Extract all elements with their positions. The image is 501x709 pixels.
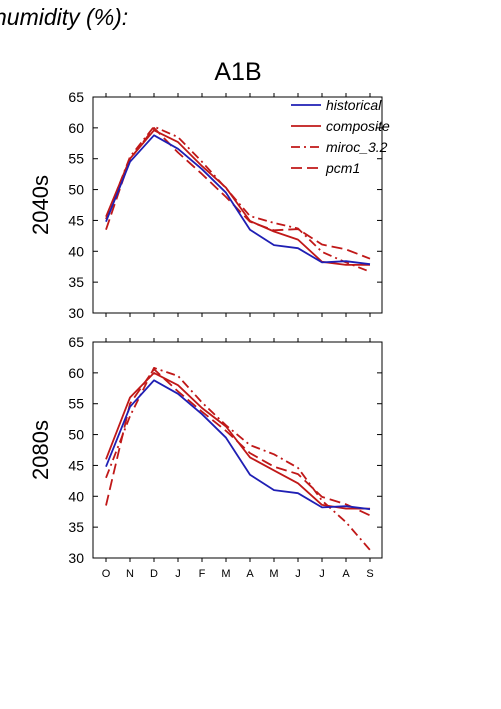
x-tick-label: A	[246, 568, 254, 580]
series-line-pcm1	[105, 368, 371, 517]
header-text: humidity (%):	[0, 4, 129, 30]
x-tick-label: F	[199, 568, 206, 580]
x-tick-label: J	[319, 568, 325, 580]
y-tick-label: 40	[68, 488, 84, 504]
y-tick-label: 30	[68, 550, 84, 566]
x-tick-label: J	[175, 568, 181, 580]
series-line-miroc-3-2	[105, 366, 371, 551]
y-tick-label: 45	[68, 457, 84, 473]
y-tick-label: 55	[68, 396, 84, 412]
panel-label: 2080s	[28, 420, 53, 480]
x-tick-label: N	[126, 568, 134, 580]
y-tick-label: 50	[68, 182, 84, 198]
panel-label: 2040s	[28, 175, 53, 235]
panel-frame	[92, 96, 383, 314]
series-line-miroc-3-2	[105, 125, 371, 273]
legend-label: miroc_3.2	[326, 139, 388, 155]
y-tick-label: 30	[68, 305, 84, 321]
legend-label: historical	[326, 97, 382, 113]
y-tick-label: 65	[68, 89, 84, 105]
y-tick-label: 45	[68, 212, 84, 228]
y-tick-label: 65	[68, 334, 84, 350]
legend-label: pcm1	[325, 160, 360, 176]
y-tick-label: 60	[68, 365, 84, 381]
x-tick-label: J	[295, 568, 301, 580]
chart-title: A1B	[214, 58, 261, 86]
y-tick-label: 35	[68, 519, 84, 535]
series-line-historical	[105, 134, 371, 266]
x-tick-label: M	[269, 568, 278, 580]
series-line-pcm1	[105, 127, 371, 260]
panel-frame	[92, 341, 383, 559]
y-tick-label: 55	[68, 151, 84, 167]
y-tick-label: 35	[68, 274, 84, 290]
y-tick-label: 60	[68, 120, 84, 136]
series-line-composite	[105, 371, 370, 510]
x-tick-label: D	[150, 568, 158, 580]
x-tick-label: O	[102, 568, 111, 580]
x-tick-label: M	[221, 568, 230, 580]
x-tick-label: S	[366, 568, 373, 580]
y-tick-label: 50	[68, 427, 84, 443]
y-tick-label: 40	[68, 243, 84, 259]
series-line-historical	[105, 379, 371, 511]
legend-label: composite	[326, 118, 390, 134]
x-tick-label: A	[342, 568, 350, 580]
